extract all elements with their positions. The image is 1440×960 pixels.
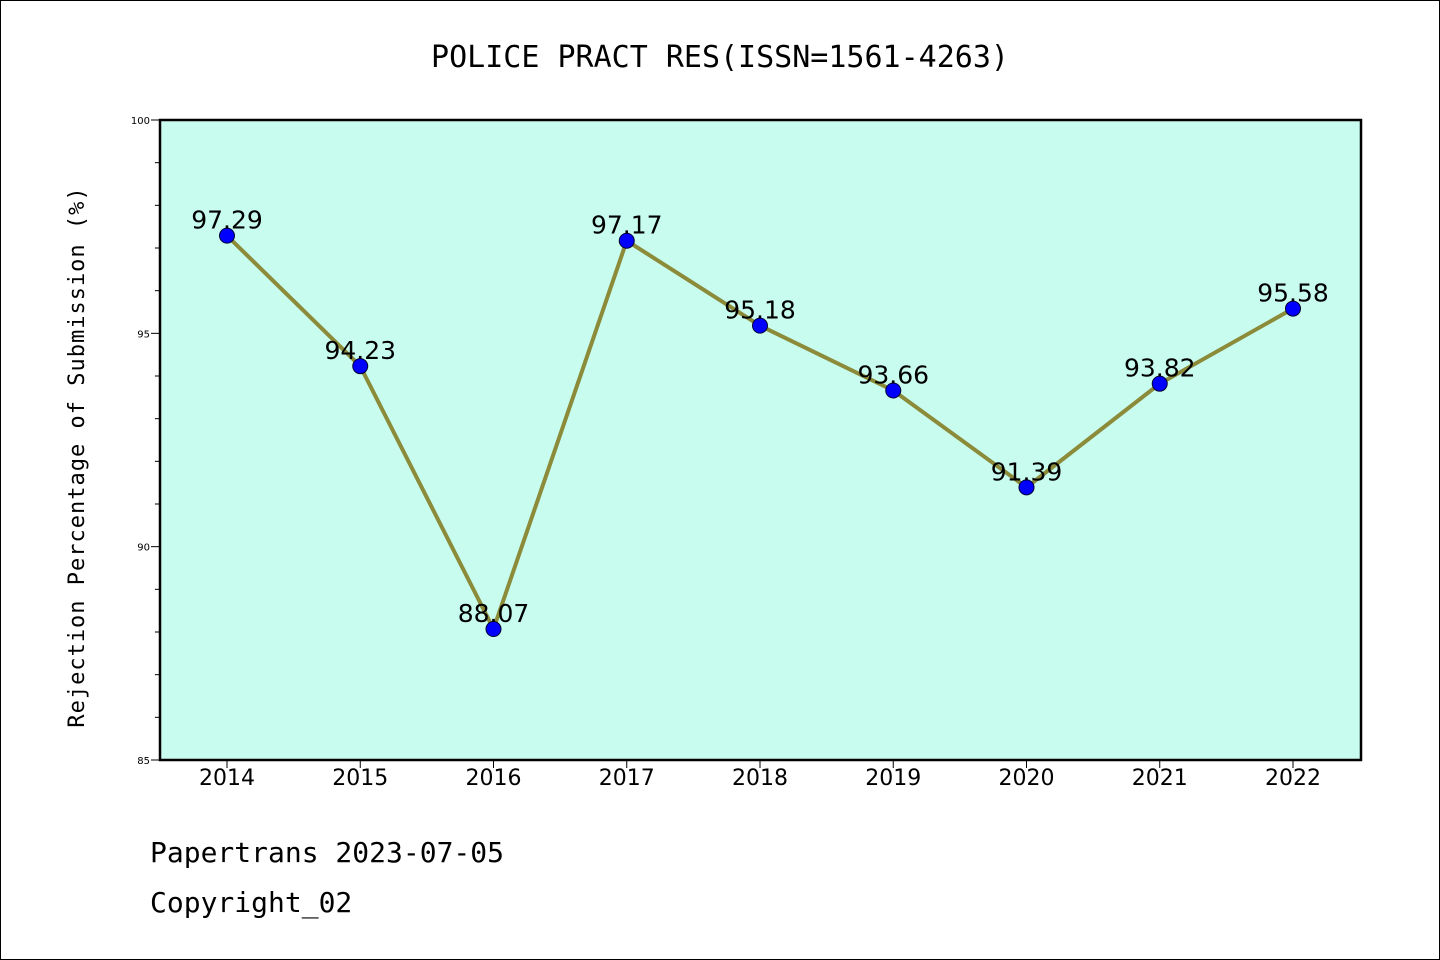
- series-layer: [219, 227, 1301, 638]
- data-point-marker: [1285, 300, 1301, 317]
- chart-title: POLICE PRACT RES(ISSN=1561-4263): [431, 40, 1009, 75]
- axis-ticks: 85 90 95 100 2014 2015 2016 2017 2018 2019 2020 202…: [131, 116, 1321, 791]
- data-label: 94.23: [324, 336, 396, 365]
- data-point-marker: [219, 227, 235, 244]
- data-label: 95.18: [724, 296, 796, 325]
- x-tick-label: 2017: [599, 766, 655, 791]
- x-tick-label: 2016: [466, 766, 522, 791]
- data-labels: 97.29 94.23 88.07 97.17 95.18 93.66 91.39 93.82…: [191, 206, 1329, 628]
- x-tick-label: 2014: [199, 766, 255, 791]
- y-tick-label: 85: [137, 756, 150, 767]
- plot-area: [160, 120, 1361, 760]
- footer-copyright-text: Copyright_02: [150, 886, 353, 919]
- footer-date-text: Papertrans 2023-07-05: [150, 836, 505, 869]
- data-label: 93.82: [1124, 354, 1196, 383]
- x-tick-label: 2015: [332, 766, 388, 791]
- data-point-marker: [885, 382, 902, 399]
- data-point-marker: [352, 358, 369, 375]
- data-label: 93.66: [857, 361, 929, 390]
- x-tick-label: 2021: [1132, 766, 1188, 791]
- data-label: 97.17: [591, 211, 663, 240]
- data-point-marker: [1018, 479, 1035, 496]
- x-tick-label: 2022: [1265, 766, 1321, 791]
- data-point-marker: [1151, 375, 1168, 392]
- data-point-marker: [485, 621, 502, 638]
- y-tick-label: 100: [131, 116, 150, 127]
- y-tick-label: 95: [137, 329, 150, 340]
- data-label: 91.39: [991, 457, 1063, 486]
- plot-border: [158, 118, 1363, 762]
- y-tick-label: 90: [137, 543, 150, 554]
- x-tick-label: 2020: [999, 766, 1055, 791]
- y-axis-label: Rejection Percentage of Submission (%): [65, 186, 90, 727]
- data-point-marker: [618, 232, 635, 249]
- data-label: 88.07: [458, 599, 530, 628]
- x-tick-label: 2018: [732, 766, 788, 791]
- data-point-marker: [752, 317, 768, 334]
- data-label: 95.58: [1257, 279, 1329, 308]
- data-label: 97.29: [191, 206, 263, 235]
- x-tick-label: 2019: [865, 766, 921, 791]
